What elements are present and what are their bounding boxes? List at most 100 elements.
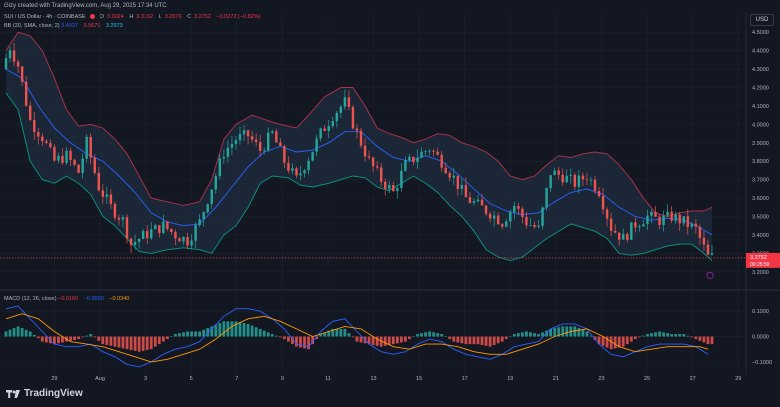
macd-histogram-bar bbox=[496, 336, 500, 344]
candle-body bbox=[581, 175, 585, 180]
macd-histogram-bar bbox=[371, 336, 375, 345]
candle-body bbox=[650, 211, 653, 216]
time-axis-tick: 23 bbox=[598, 376, 604, 382]
macd-histogram-bar bbox=[642, 335, 645, 337]
macd-histogram-bar bbox=[408, 336, 411, 340]
candle-body bbox=[686, 216, 689, 227]
candle-body bbox=[396, 187, 399, 192]
candle-body bbox=[20, 66, 24, 82]
macd-histogram-bar bbox=[73, 336, 76, 340]
candle-body bbox=[593, 179, 597, 192]
candle-body bbox=[24, 81, 28, 106]
macd-histogram-bar bbox=[149, 336, 153, 350]
price-axis-tick: 4.5000 bbox=[752, 30, 769, 36]
macd-histogram-bar bbox=[412, 336, 415, 338]
candle-body bbox=[178, 238, 181, 242]
candle-body bbox=[73, 159, 76, 165]
macd-histogram-bar bbox=[674, 334, 678, 337]
bollinger-upper-line bbox=[5, 31, 713, 217]
candle-body bbox=[654, 211, 657, 217]
macd-histogram-bar bbox=[170, 336, 173, 338]
macd-histogram-bar bbox=[597, 336, 601, 345]
candle-body bbox=[41, 136, 44, 142]
candle-body bbox=[283, 146, 286, 163]
macd-histogram-bar bbox=[250, 325, 254, 337]
macd-histogram-bar bbox=[444, 336, 448, 338]
macd-histogram-bar bbox=[549, 328, 553, 337]
macd-histogram-bar bbox=[609, 336, 613, 350]
candle-body bbox=[101, 190, 105, 197]
macd-histogram-bar bbox=[16, 326, 20, 337]
candle-body bbox=[226, 147, 230, 157]
macd-histogram-bar bbox=[698, 336, 702, 341]
candle-body bbox=[8, 50, 12, 59]
macd-histogram-bar bbox=[452, 336, 456, 342]
last-price-value: 3.2752 bbox=[750, 255, 767, 261]
candle-body bbox=[125, 217, 129, 239]
macd-histogram-bar bbox=[529, 332, 532, 337]
price-change: −0.0272 (−0.82%) bbox=[216, 14, 261, 20]
macd-histogram-bar bbox=[690, 336, 694, 338]
candle-body bbox=[145, 231, 149, 239]
candle-body bbox=[307, 160, 310, 171]
macd-histogram-bar bbox=[40, 336, 44, 342]
candle-body bbox=[250, 136, 254, 140]
candle-body bbox=[468, 197, 472, 203]
tradingview-logo[interactable]: TradingView bbox=[6, 388, 83, 399]
candle-body bbox=[448, 173, 451, 178]
candle-body bbox=[416, 157, 419, 163]
candle-body bbox=[363, 145, 367, 157]
economic-event-marker-icon bbox=[706, 271, 714, 280]
macd-histogram-value: −0.0160 bbox=[58, 296, 79, 302]
macd-legend[interactable]: MACD (12, 26, close) −0.0160 −0.0050 −0.… bbox=[4, 296, 133, 302]
macd-histogram-bar bbox=[230, 321, 234, 337]
time-axis-tick: 27 bbox=[690, 376, 696, 382]
candle-body bbox=[242, 130, 246, 135]
macd-histogram-bar bbox=[662, 332, 665, 337]
candle-countdown: 00:25:59 bbox=[750, 262, 770, 268]
candle-body bbox=[85, 136, 88, 159]
candle-body bbox=[537, 225, 540, 227]
candle-body bbox=[638, 226, 641, 228]
candle-body bbox=[327, 126, 330, 131]
macd-histogram-bar bbox=[420, 333, 423, 337]
candle-body bbox=[113, 204, 117, 218]
macd-histogram-bar bbox=[343, 328, 347, 337]
macd-histogram-bar bbox=[666, 333, 670, 337]
macd-histogram-bar bbox=[537, 334, 540, 337]
candle-body bbox=[367, 156, 371, 158]
macd-histogram-bar bbox=[347, 333, 351, 337]
macd-histogram-bar bbox=[24, 329, 28, 337]
candle-body bbox=[682, 216, 685, 224]
symbol-name[interactable]: SUI / US Dollar · 4h · COINBASE bbox=[4, 14, 86, 20]
high-value: 3.3162 bbox=[136, 14, 154, 20]
macd-axis-tick: −0.1000 bbox=[752, 360, 772, 366]
candle-body bbox=[230, 143, 234, 148]
candle-body bbox=[222, 156, 226, 159]
candle-body bbox=[408, 156, 411, 161]
macd-histogram-bar bbox=[387, 336, 391, 345]
macd-histogram-bar bbox=[278, 336, 282, 338]
macd-histogram-bar bbox=[242, 323, 246, 337]
candle-body bbox=[424, 151, 427, 153]
price-axis-tick: 3.9000 bbox=[752, 141, 769, 147]
candle-body bbox=[133, 241, 137, 245]
time-axis-tick: 29 bbox=[735, 376, 741, 382]
candle-body bbox=[674, 214, 677, 221]
macd-histogram-bar bbox=[32, 334, 36, 337]
candle-body bbox=[384, 181, 387, 189]
bb-legend[interactable]: BB (20, SMA, close, 2) 3.4037 3.5679 3.2… bbox=[4, 23, 127, 29]
candle-body bbox=[69, 150, 72, 160]
macd-histogram-bar bbox=[504, 336, 508, 340]
macd-histogram-bar bbox=[585, 331, 589, 337]
candle-body bbox=[529, 224, 532, 226]
macd-histogram-bar bbox=[460, 336, 464, 344]
macd-histogram-bar bbox=[182, 332, 185, 337]
macd-histogram-bar bbox=[198, 331, 202, 337]
currency-button[interactable]: USD bbox=[750, 14, 774, 26]
macd-histogram-bar bbox=[565, 326, 569, 337]
candle-body bbox=[509, 212, 512, 222]
candle-body bbox=[246, 130, 250, 137]
macd-histogram-bar bbox=[226, 321, 230, 337]
